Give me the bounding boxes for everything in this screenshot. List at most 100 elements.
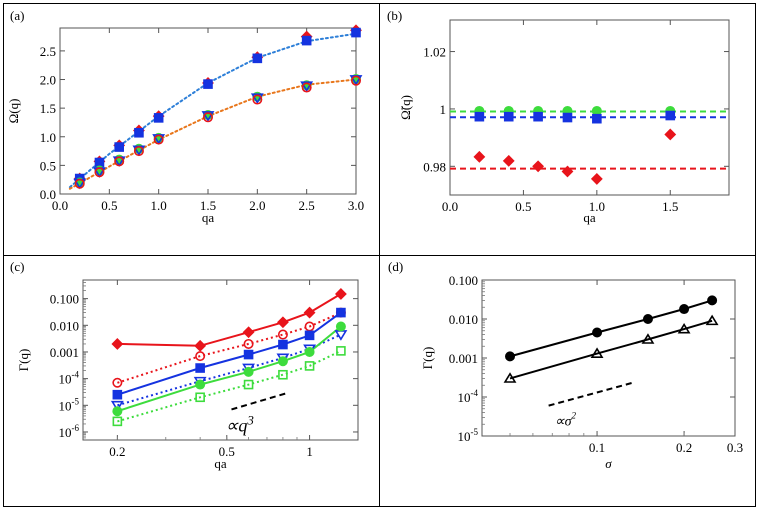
y-tick-label: 10-5 xyxy=(458,427,479,444)
data-point xyxy=(502,154,515,167)
y-axis-label: Γ(q) xyxy=(16,349,31,372)
data-point xyxy=(677,322,691,334)
data-point xyxy=(334,330,348,341)
y-tick-label: 2.5 xyxy=(40,44,56,59)
data-point xyxy=(201,111,215,122)
data-point xyxy=(195,363,205,373)
data-point xyxy=(665,110,676,121)
data-point xyxy=(562,112,573,123)
data-point xyxy=(203,79,213,89)
y-tick-label: 10-4 xyxy=(59,370,80,387)
data-point xyxy=(591,105,602,116)
x-tick-label: 0.0 xyxy=(52,198,68,213)
y-tick-exponent: -4 xyxy=(471,388,479,398)
data-point xyxy=(277,329,288,340)
y-tick-label: 0.010 xyxy=(449,312,478,327)
data-point xyxy=(474,111,485,122)
y-tick-label: 10-6 xyxy=(59,423,80,440)
y-tick-base: 10 xyxy=(458,390,471,405)
series-line xyxy=(509,319,713,380)
data-point xyxy=(112,406,123,417)
x-tick-label: 1 xyxy=(306,444,313,459)
panel-c: (c)0.2 0.5 110-610-510-40.0010.0100.100qaΓ… xyxy=(10,259,359,471)
panel-a: (a) 0.0 0.5 1.0 1.5 2.0 2.5 3.0 0.0 0.5 1.0 1.5 2.0 2… xyxy=(6,8,364,225)
y-tick-label: 0.98 xyxy=(423,159,446,174)
data-point xyxy=(707,295,718,306)
data-point xyxy=(110,400,124,412)
data-point xyxy=(505,351,516,362)
data-point xyxy=(278,369,288,380)
data-point xyxy=(114,156,125,167)
data-point xyxy=(94,157,105,168)
data-point xyxy=(304,346,315,357)
data-point xyxy=(195,392,205,403)
x-tick-label: 0.1 xyxy=(589,440,605,455)
panel-d: (d)0.1 0.2 0.310-510-40.0010.0100.100σΓ(q)… xyxy=(388,259,743,471)
data-point xyxy=(243,338,254,349)
slope-reference-line xyxy=(231,391,290,411)
data-point xyxy=(503,111,514,122)
data-point xyxy=(134,127,144,138)
series-line xyxy=(117,325,342,413)
data-point xyxy=(642,313,653,324)
y-tick-label: 0.010 xyxy=(50,318,79,333)
data-point xyxy=(335,288,347,300)
panel-label: (b) xyxy=(387,8,402,23)
data-point xyxy=(679,304,690,315)
x-tick-label: 0.2 xyxy=(676,440,692,455)
x-axis-label: σ xyxy=(605,456,612,471)
data-point xyxy=(336,346,346,356)
panel-label: (c) xyxy=(10,259,24,274)
data-point xyxy=(133,146,144,157)
data-point xyxy=(592,113,602,124)
data-point xyxy=(203,112,214,123)
y-axis-label: Ω(q) xyxy=(6,99,21,124)
x-axis-label: qa xyxy=(202,210,215,225)
data-point xyxy=(592,327,603,338)
slope-label: ∝σ2 xyxy=(555,411,577,430)
y-axis-label: Ω̃(q) xyxy=(398,95,413,120)
data-point xyxy=(112,416,123,427)
x-tick-label: 3.0 xyxy=(348,198,364,213)
data-point xyxy=(243,366,254,377)
data-point xyxy=(114,142,124,152)
data-point xyxy=(153,113,164,123)
y-tick-label: 0.001 xyxy=(50,345,79,360)
x-tick-label: 1.5 xyxy=(662,199,678,214)
y-tick-label: 2.0 xyxy=(40,73,56,88)
x-tick-label: 0.2 xyxy=(109,444,125,459)
series-line xyxy=(117,311,342,396)
data-point xyxy=(532,160,545,173)
data-point xyxy=(94,167,105,178)
y-tick-label: 1.5 xyxy=(40,101,56,116)
x-tick-label: 2.5 xyxy=(299,198,315,213)
x-tick-label: 0.5 xyxy=(219,444,235,459)
data-point xyxy=(112,389,123,400)
slope-label: ∝q3 xyxy=(225,412,254,435)
data-point xyxy=(74,178,85,189)
series-line xyxy=(117,349,342,423)
series-line xyxy=(117,311,342,384)
y-tick-label: 10-5 xyxy=(59,396,80,413)
y-tick-label: 1.0 xyxy=(40,130,56,145)
data-point xyxy=(195,379,206,390)
panel-label: (a) xyxy=(10,8,24,23)
y-tick-exponent: -5 xyxy=(72,396,80,406)
data-point xyxy=(243,349,254,360)
data-point xyxy=(301,35,312,46)
data-point xyxy=(503,372,517,383)
data-point xyxy=(351,27,361,38)
data-point xyxy=(336,307,346,318)
x-axis-label: qa xyxy=(583,210,596,225)
slope-label-exponent: 2 xyxy=(572,411,577,421)
data-point xyxy=(473,150,486,163)
y-tick-label: 0.0 xyxy=(40,187,56,202)
slope-label-exponent: 3 xyxy=(246,412,254,427)
y-tick-label: 1 xyxy=(440,102,447,117)
y-tick-label: 1.02 xyxy=(423,45,446,60)
data-point xyxy=(705,314,719,326)
data-point xyxy=(533,111,543,122)
panel-b: (b) 0.0 0.5 1.0 1.5 0.98 1 1.02 qa Ω̃(q) xyxy=(387,8,730,225)
y-tick-label: 10-4 xyxy=(458,388,479,405)
figure-frame xyxy=(3,3,756,507)
